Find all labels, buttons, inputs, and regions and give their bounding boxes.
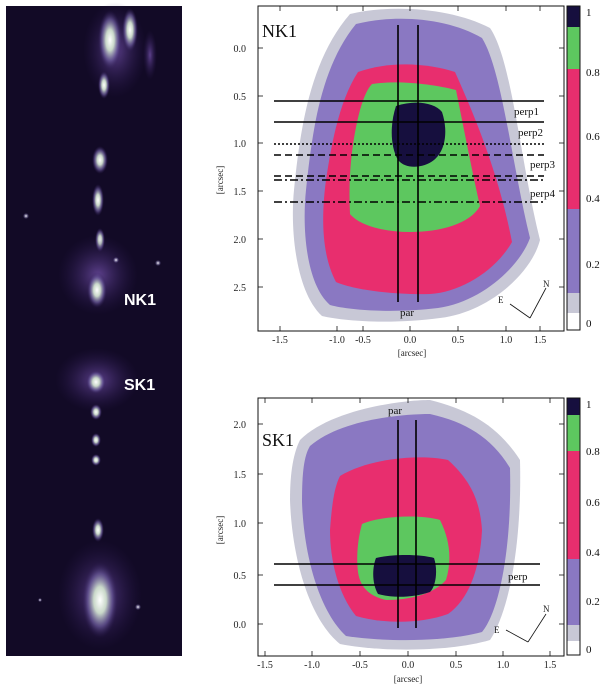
sk1-xtick-label: 0.5 bbox=[450, 660, 463, 671]
nk1-ytick-label: 1.5 bbox=[234, 187, 247, 198]
nk1-colorbar-segment bbox=[567, 293, 580, 313]
sk1-colorbar-segment bbox=[567, 625, 580, 641]
nk1-xtick-label: 0.0 bbox=[404, 335, 417, 346]
nk1-intensity-map bbox=[292, 8, 540, 322]
sk1-y-axis-label: [arcsec] bbox=[215, 516, 225, 544]
sk1-xtick-label: 1.0 bbox=[497, 660, 510, 671]
nk1-colorbar-tick: 0.2 bbox=[586, 259, 600, 271]
sk1-panel: -1.5 -1.0 -0.5 0.0 0.5 1.0 1.5 0.0 0.5 1… bbox=[215, 397, 600, 684]
sk1-plot-frame bbox=[257, 397, 565, 657]
sk1-colorbar-segment bbox=[567, 641, 580, 655]
nk1-ytick-label: 0.5 bbox=[234, 92, 247, 103]
nk1-xtick-label: 1.0 bbox=[500, 335, 513, 346]
nk1-colorbar-tick: 0.4 bbox=[586, 193, 600, 205]
nk1-xtick-label: -0.5 bbox=[355, 335, 371, 346]
nk1-colorbar-segment bbox=[567, 69, 580, 209]
sk1-compass-east: E bbox=[494, 625, 500, 635]
nk1-ytick-label: 2.0 bbox=[234, 235, 247, 246]
nk1-colorbar-tick: 0.6 bbox=[586, 131, 600, 143]
nk1-colorbar-tick: 1 bbox=[586, 7, 592, 19]
nk1-xtick-label: 0.5 bbox=[452, 335, 465, 346]
sk1-cut-lines bbox=[274, 420, 540, 628]
nk1-colorbar-segment bbox=[567, 6, 580, 27]
sk1-xtick-label: 1.5 bbox=[544, 660, 557, 671]
sk1-colorbar-tick: 0 bbox=[586, 644, 592, 656]
nk1-cut-label: perp3 bbox=[530, 159, 556, 171]
nk1-colorbar-tick: 0 bbox=[586, 318, 592, 330]
nk1-ytick-label: 1.0 bbox=[234, 139, 247, 150]
sk1-xtick-label: 0.0 bbox=[402, 660, 415, 671]
sk1-colorbar-segment bbox=[567, 398, 580, 415]
sk1-colorbar-segment bbox=[567, 559, 580, 625]
nk1-axis-ticks bbox=[258, 6, 564, 331]
sk1-xtick-label: -0.5 bbox=[352, 660, 368, 671]
sk1-cut-label: perp bbox=[508, 571, 528, 583]
sk1-xtick-label: -1.0 bbox=[304, 660, 320, 671]
sk1-compass-north: N bbox=[543, 604, 550, 614]
nk1-y-axis-label: [arcsec] bbox=[215, 166, 225, 194]
nk1-x-axis-label: [arcsec] bbox=[398, 348, 426, 358]
sk1-colorbar-tick: 0.4 bbox=[586, 547, 600, 559]
jet-image-panel: NK1 SK1 bbox=[6, 2, 182, 656]
nk1-cut-label: par bbox=[400, 307, 414, 319]
sk1-ytick-label: 1.5 bbox=[234, 470, 247, 481]
sk1-intensity-map bbox=[290, 400, 521, 650]
nk1-ytick-label: 0.0 bbox=[234, 44, 247, 55]
nk1-colorbar bbox=[566, 5, 581, 331]
sk1-colorbar-tick: 0.6 bbox=[586, 497, 600, 509]
nk1-panel-title: NK1 bbox=[262, 21, 297, 41]
sk1-xtick-label: -1.5 bbox=[257, 660, 273, 671]
sk1-ytick-label: 0.5 bbox=[234, 571, 247, 582]
image-label-sk1: SK1 bbox=[124, 377, 155, 394]
nk1-colorbar-segment bbox=[567, 313, 580, 330]
sk1-colorbar-tick: 0.2 bbox=[586, 596, 600, 608]
nk1-panel: -1.5 -1.0 -0.5 0.0 0.5 1.0 1.5 0.0 0.5 1… bbox=[215, 5, 600, 358]
nk1-xtick-label: 1.5 bbox=[534, 335, 547, 346]
sk1-ytick-label: 1.0 bbox=[234, 519, 247, 530]
sk1-panel-title: SK1 bbox=[262, 430, 294, 450]
nk1-xtick-label: -1.0 bbox=[329, 335, 345, 346]
sk1-colorbar bbox=[566, 397, 581, 656]
nk1-compass-east: E bbox=[498, 295, 504, 305]
nk1-plot-frame bbox=[257, 5, 565, 332]
sk1-ytick-label: 0.0 bbox=[234, 620, 247, 631]
sk1-colorbar-tick: 0.8 bbox=[586, 446, 600, 458]
nk1-compass-icon bbox=[509, 287, 547, 319]
nk1-colorbar-tick: 0.8 bbox=[586, 67, 600, 79]
sk1-compass-icon bbox=[505, 613, 547, 643]
nk1-compass-north: N bbox=[543, 279, 550, 289]
sk1-colorbar-tick: 1 bbox=[586, 399, 592, 411]
sk1-axis-ticks bbox=[258, 398, 564, 656]
sk1-ytick-label: 2.0 bbox=[234, 420, 247, 431]
nk1-ytick-label: 2.5 bbox=[234, 283, 247, 294]
nk1-cut-label: perp2 bbox=[518, 127, 543, 139]
nk1-cut-lines bbox=[274, 25, 544, 302]
jet-emission bbox=[23, 2, 161, 650]
nk1-colorbar-segment bbox=[567, 27, 580, 69]
nk1-cut-label: perp4 bbox=[530, 188, 556, 200]
sk1-x-axis-label: [arcsec] bbox=[394, 674, 422, 684]
sk1-colorbar-segment bbox=[567, 415, 580, 451]
sk1-colorbar-segment bbox=[567, 451, 580, 559]
sk1-cut-label: par bbox=[388, 405, 402, 417]
nk1-xtick-label: -1.5 bbox=[272, 335, 288, 346]
nk1-colorbar-segment bbox=[567, 209, 580, 293]
nk1-cut-label: perp1 bbox=[514, 106, 539, 118]
image-label-nk1: NK1 bbox=[124, 292, 156, 309]
